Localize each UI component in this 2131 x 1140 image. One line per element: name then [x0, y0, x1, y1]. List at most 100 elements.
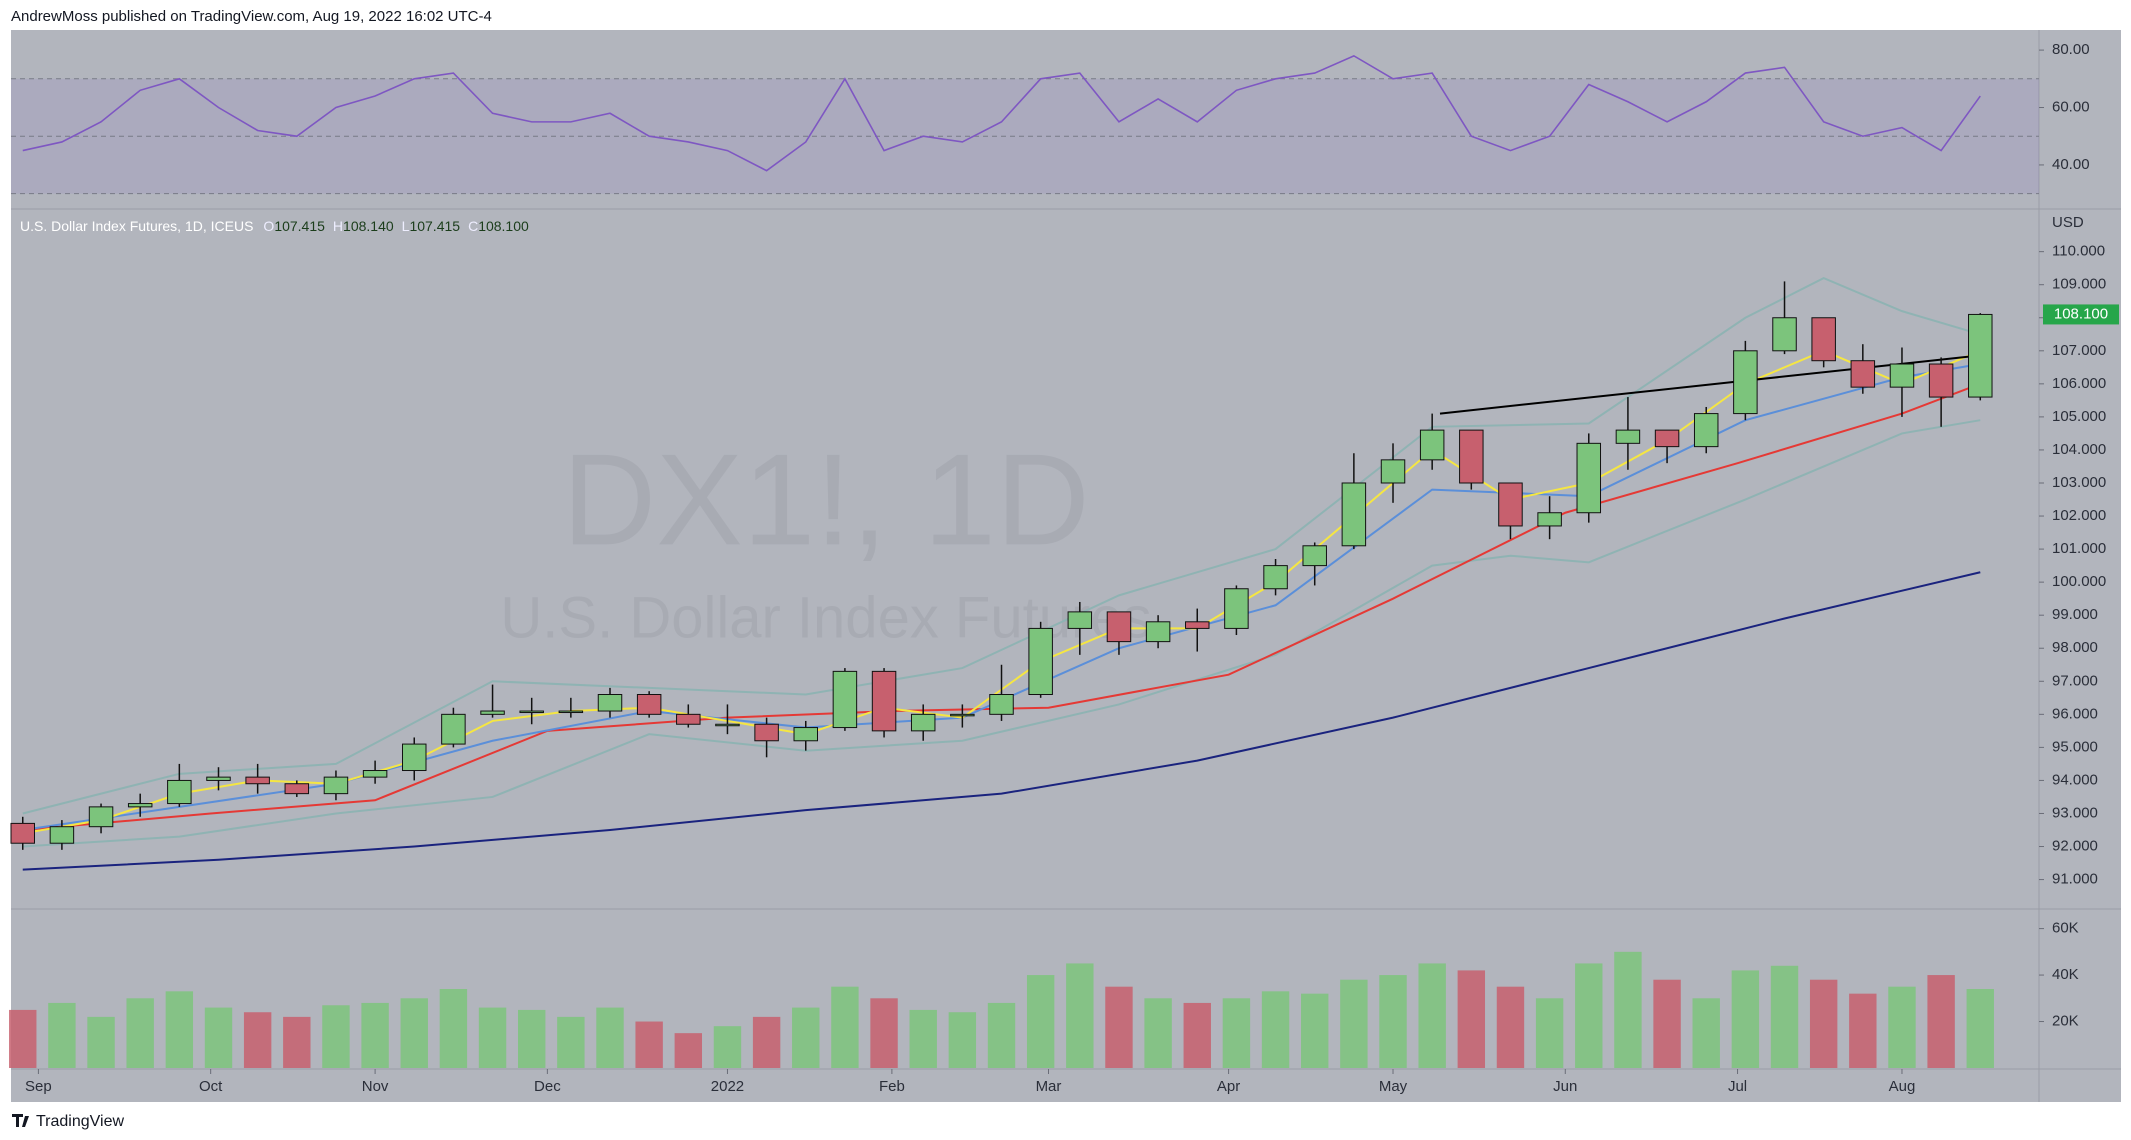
price-tick-label: 109.000	[2052, 276, 2106, 293]
volume-bar	[1301, 993, 1329, 1068]
candle-body	[167, 779, 192, 805]
candle-body	[1224, 588, 1249, 629]
volume-bar	[1026, 975, 1055, 1068]
logo-mark	[12, 1114, 29, 1127]
candle-body	[1302, 545, 1327, 567]
candle-body	[441, 713, 466, 745]
volume-bar	[870, 998, 898, 1068]
price-tick-label: 99.000	[2052, 606, 2098, 623]
x-tick-label: Apr	[1217, 1078, 1240, 1095]
volume-bar	[713, 1026, 742, 1068]
x-tick-label: Jun	[1553, 1078, 1577, 1095]
volume-bar	[518, 1009, 546, 1068]
volume-bar	[400, 998, 428, 1068]
candle-body	[715, 723, 740, 727]
ohlc-value: 108.100	[478, 218, 529, 234]
rsi-tick-label: 60.00	[2052, 98, 2090, 115]
price-tick-label: 100.000	[2052, 573, 2106, 590]
x-tick-label: Nov	[362, 1078, 389, 1095]
volume-bar	[1496, 986, 1525, 1068]
price-tick-label: 105.000	[2052, 408, 2106, 425]
price-tick-label: 97.000	[2052, 672, 2098, 689]
volume-bar	[322, 1005, 350, 1068]
price-tick-label: 110.000	[2052, 243, 2105, 260]
ohlc-name: L	[402, 218, 410, 234]
volume-bar	[1614, 951, 1642, 1068]
volume-bar	[1692, 998, 1720, 1068]
price-tick-label: 101.000	[2052, 540, 2106, 557]
candle-body	[1615, 429, 1641, 444]
volume-bar	[1966, 989, 1994, 1068]
ohlc-value: 107.415	[274, 218, 325, 234]
candle-body	[1419, 429, 1445, 461]
volume-bar	[1849, 993, 1877, 1068]
volume-bar	[1222, 998, 1251, 1068]
candle-body	[636, 694, 662, 715]
candle-body	[597, 694, 623, 712]
candle-body	[402, 743, 427, 772]
volume-bar	[1418, 963, 1446, 1068]
price-tick-label: 95.000	[2052, 738, 2098, 755]
candle-body	[1263, 565, 1288, 590]
price-tick-label: 93.000	[2052, 804, 2098, 821]
candle-body	[1889, 363, 1915, 388]
watermark: DX1!, 1D	[562, 426, 1089, 572]
candle-body	[989, 694, 1014, 715]
symbol-legend: U.S. Dollar Index Futures, 1D, ICEUS O107…	[20, 218, 529, 234]
volume-bar	[1261, 991, 1290, 1068]
symbol-name: U.S. Dollar Index Futures, 1D, ICEUS	[20, 218, 253, 234]
watermark-subtitle: U.S. Dollar Index Futures	[500, 585, 1151, 650]
x-tick-label: Aug	[1889, 1078, 1916, 1095]
volume-bar	[792, 1007, 820, 1068]
volume-bar	[987, 1002, 1016, 1068]
candle-body	[1576, 442, 1602, 514]
volume-bar	[361, 1002, 389, 1068]
candle-body	[284, 783, 310, 795]
candle-body	[871, 670, 897, 732]
price-tick-label: 94.000	[2052, 771, 2098, 788]
candle-body	[1341, 482, 1367, 547]
last-price-label: 108.100	[2054, 305, 2108, 322]
x-tick-label: Feb	[879, 1078, 905, 1095]
ohlc-value: 108.140	[343, 218, 394, 234]
volume-tick-label: 60K	[2052, 920, 2079, 937]
last-price-tag	[2043, 304, 2119, 325]
volume-bar	[1144, 998, 1172, 1068]
volume-bar	[1731, 970, 1760, 1068]
candle-body	[1733, 350, 1758, 415]
volume-bar	[948, 1012, 977, 1068]
overlay-line	[22, 276, 1981, 815]
legend: U.S. Dollar Index Futures, 1D, ICEUS O107…	[20, 218, 529, 234]
candle-body	[362, 770, 388, 778]
overlay-line	[22, 382, 1981, 832]
volume-bar	[9, 1009, 37, 1068]
candle-body	[754, 723, 779, 742]
volume-bar	[283, 1016, 311, 1068]
volume-bar	[635, 1021, 663, 1068]
volume-bar	[557, 1016, 585, 1068]
candle-body	[1380, 459, 1406, 484]
x-tick-label: Oct	[199, 1078, 223, 1095]
x-tick-label: Sep	[25, 1078, 52, 1095]
price-tick-label: 106.000	[2052, 375, 2106, 392]
x-tick-label: Mar	[1036, 1078, 1062, 1095]
price-tick-label: 104.000	[2052, 441, 2106, 458]
candle-body	[1459, 429, 1484, 484]
candle-body	[1693, 413, 1719, 448]
candle-body	[1498, 482, 1523, 527]
footer-text: TradingView	[36, 1113, 124, 1130]
candle-body	[1028, 627, 1053, 696]
candle-body	[10, 822, 35, 844]
volume-bar	[1888, 986, 1916, 1068]
price-tick-label: 92.000	[2052, 837, 2098, 854]
candle-body	[1968, 313, 1993, 398]
volume-bar	[1457, 970, 1486, 1068]
volume-bar	[1653, 979, 1681, 1068]
x-tick-label: 2022	[711, 1078, 744, 1095]
candle-body	[480, 710, 505, 715]
volume-bar	[909, 1009, 937, 1068]
candle-body	[793, 727, 819, 742]
volume-bar	[1770, 965, 1799, 1068]
x-tick-label: Dec	[534, 1078, 561, 1095]
